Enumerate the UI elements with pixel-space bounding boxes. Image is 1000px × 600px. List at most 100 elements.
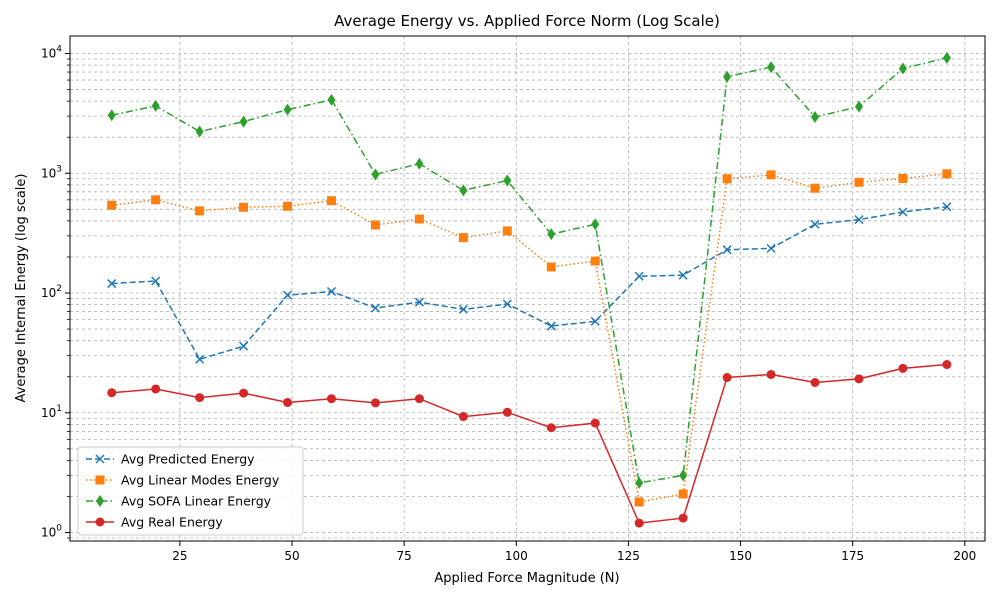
data-point [590,418,600,428]
y-tick-label: 102 [41,284,62,300]
data-point [107,279,117,289]
y-tick-label: 101 [41,404,62,420]
data-point [326,394,336,404]
data-point [502,226,512,236]
series-2 [107,51,951,489]
data-point [854,100,863,113]
data-point [459,184,468,197]
legend-box [77,446,304,536]
data-point [458,233,468,243]
data-point [239,202,249,212]
data-point [590,256,600,266]
data-point [634,271,644,281]
x-tick-label: 175 [841,549,864,563]
chart-title: Average Energy vs. Applied Force Norm (L… [334,12,720,30]
data-point [811,110,820,123]
x-tick-label: 75 [397,549,412,563]
legend-label: Avg Linear Modes Energy [121,473,280,488]
data-point [502,299,512,309]
data-point [415,157,424,170]
data-point [854,215,864,225]
legend-marker [96,495,104,507]
x-tick-label: 50 [284,549,299,563]
data-point [898,62,907,75]
data-point [854,177,864,187]
series-line [111,206,947,361]
data-point [898,207,908,217]
x-tick-label: 25 [172,549,187,563]
data-point [458,304,468,314]
data-point [283,201,293,211]
data-point [283,103,292,116]
data-point [195,393,205,403]
legend-marker [95,517,105,527]
data-point [195,354,205,364]
data-point [942,360,952,370]
legend-label: Avg SOFA Linear Energy [121,494,272,509]
data-point [414,297,424,307]
data-point [766,369,776,379]
y-tick-label: 104 [41,45,62,61]
data-point [854,374,864,384]
data-point [898,173,908,183]
data-point [546,321,556,331]
legend-label: Avg Real Energy [121,515,223,530]
grid-lines [70,36,985,541]
data-point [151,99,160,112]
legend-item: Avg SOFA Linear Energy [86,494,272,509]
data-point [634,518,644,528]
x-axis-label: Applied Force Magnitude (N) [434,571,619,586]
x-tick-label: 200 [953,549,976,563]
data-point [283,397,293,407]
data-point [107,200,117,210]
data-point [766,170,776,180]
data-point [722,373,732,383]
data-point [766,243,776,253]
series-line [111,363,947,524]
data-point [767,61,776,74]
data-point [107,388,117,398]
data-point [810,183,820,193]
data-point [547,228,556,241]
data-point [151,276,161,286]
y-axis: 100 101 102 103 104 [41,45,70,540]
data-point [370,398,380,408]
data-point [414,214,424,224]
legend-item: Avg Linear Modes Energy [86,473,280,488]
data-point [239,341,249,351]
data-point [810,378,820,388]
data-point [546,262,556,272]
data-point [679,469,688,482]
series-layer [107,51,952,528]
data-point [634,497,644,507]
data-point [722,174,732,184]
data-point [678,513,688,523]
data-point [283,290,293,300]
y-tick-label: 103 [41,164,62,180]
legend-label: Avg Predicted Energy [121,452,255,467]
data-point [195,206,205,216]
data-point [722,245,732,255]
series-0 [107,202,952,364]
series-line [111,173,947,503]
legend-marker [95,454,105,464]
x-tick-label: 100 [505,549,528,563]
legend-item: Avg Real Energy [86,515,223,530]
x-axis: 25 50 75 100 125 150 175 200 [172,541,976,563]
legend-marker [95,475,105,485]
series-3 [107,360,952,528]
series-line [111,57,948,484]
series-1 [107,169,952,507]
data-point [239,388,249,398]
data-point [635,476,644,489]
x-tick-label: 150 [729,549,752,563]
data-point [678,270,688,280]
data-point [590,316,600,326]
y-tick-label: 100 [41,524,62,540]
data-point [591,218,600,231]
legend: Avg Predicted Energy Avg Linear Modes Ene… [77,446,304,536]
data-point [326,286,337,297]
data-point [239,115,248,128]
data-point [942,51,951,64]
